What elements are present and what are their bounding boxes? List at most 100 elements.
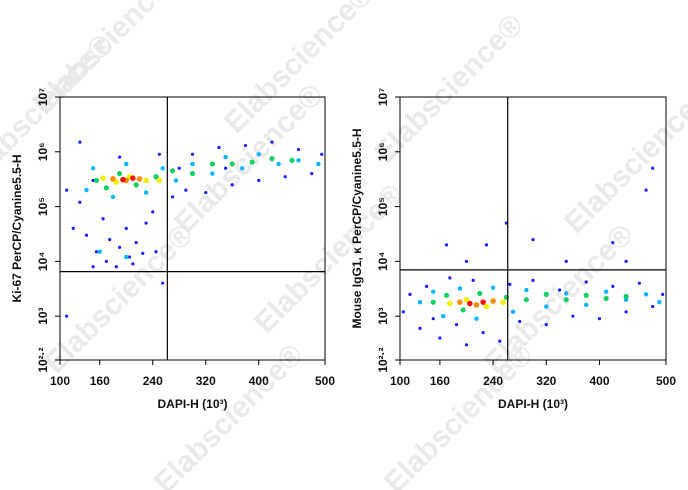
point: [661, 292, 665, 296]
point: [531, 237, 535, 242]
point: [90, 166, 96, 171]
y-tick-label: 10⁵: [36, 197, 50, 216]
point: [256, 152, 261, 157]
x-tick-label: 240: [143, 374, 163, 388]
point: [289, 157, 295, 163]
point: [651, 166, 655, 170]
x-tick-label: 500: [315, 374, 335, 388]
point: [431, 317, 435, 321]
point: [408, 292, 412, 296]
point: [490, 298, 496, 304]
point: [104, 259, 108, 263]
x-tick-label: 320: [536, 374, 556, 388]
y-tick-label: 10⁷: [376, 88, 390, 106]
point: [544, 304, 549, 309]
x-axis-label: DAPI-H (10³): [498, 397, 568, 411]
y-tick-label: 10⁷: [36, 88, 50, 106]
point: [110, 176, 116, 182]
point: [143, 190, 149, 195]
point: [190, 161, 195, 167]
point: [154, 250, 158, 254]
point: [127, 255, 132, 259]
point: [156, 177, 163, 184]
point: [448, 276, 452, 280]
x-tick-label: 160: [430, 374, 450, 388]
point: [210, 171, 215, 176]
point: [223, 154, 228, 160]
point: [296, 147, 301, 152]
point: [257, 178, 261, 183]
point: [283, 175, 287, 179]
point: [644, 188, 648, 192]
point: [464, 343, 469, 347]
point: [657, 299, 662, 305]
point: [243, 143, 248, 148]
point: [316, 161, 321, 167]
point: [118, 155, 122, 159]
plot-frame: [399, 96, 667, 361]
point: [425, 284, 429, 288]
point: [498, 339, 502, 343]
point: [443, 292, 450, 298]
point: [103, 185, 109, 191]
point: [584, 280, 588, 284]
point: [473, 302, 480, 308]
point: [603, 295, 609, 302]
point: [623, 293, 629, 299]
point: [510, 309, 516, 315]
y-tick-label: 10³: [36, 307, 50, 324]
plot: [401, 166, 665, 347]
point: [447, 300, 453, 307]
point: [508, 282, 512, 286]
point: [483, 303, 490, 310]
point: [117, 170, 123, 177]
point: [91, 178, 95, 183]
point: [460, 307, 466, 313]
point: [464, 259, 469, 263]
point: [430, 299, 436, 305]
y-axis-label: Ki-67 PerCP/Cyanine5.5-H: [10, 154, 24, 302]
point: [637, 281, 642, 285]
watermark: Elabscience®: [38, 218, 200, 380]
point: [624, 310, 628, 314]
watermark: Elabscience®: [368, 8, 530, 170]
point: [134, 241, 138, 245]
point: [624, 259, 628, 263]
point: [124, 226, 128, 230]
point: [518, 319, 522, 324]
point: [101, 217, 105, 221]
point: [65, 188, 69, 192]
point: [484, 243, 489, 247]
point: [477, 290, 483, 297]
point: [651, 304, 655, 309]
point: [276, 161, 281, 167]
point: [597, 317, 602, 321]
point: [249, 159, 255, 165]
point: [229, 161, 235, 167]
point: [84, 233, 89, 237]
plot: [65, 140, 324, 318]
point: [230, 183, 234, 187]
point: [471, 278, 475, 282]
point: [611, 241, 615, 245]
point: [523, 297, 529, 303]
point: [209, 161, 215, 167]
y-tick-label: 10⁶: [36, 142, 50, 161]
point: [224, 166, 228, 170]
point: [457, 299, 463, 305]
point: [108, 237, 112, 242]
point: [583, 292, 589, 298]
x-tick-label: 500: [656, 374, 676, 388]
point: [93, 177, 100, 184]
point: [467, 300, 473, 307]
y-tick-label: 10⁴: [36, 252, 50, 271]
point: [563, 297, 569, 303]
y-axis-label: Mouse IgG1, κ PerCP/Cyanine5.5-H: [350, 128, 364, 328]
point: [78, 200, 82, 204]
x-tick-label: 100: [390, 374, 410, 388]
point: [531, 278, 535, 282]
point: [611, 284, 615, 288]
point: [543, 291, 549, 297]
point: [418, 326, 422, 330]
